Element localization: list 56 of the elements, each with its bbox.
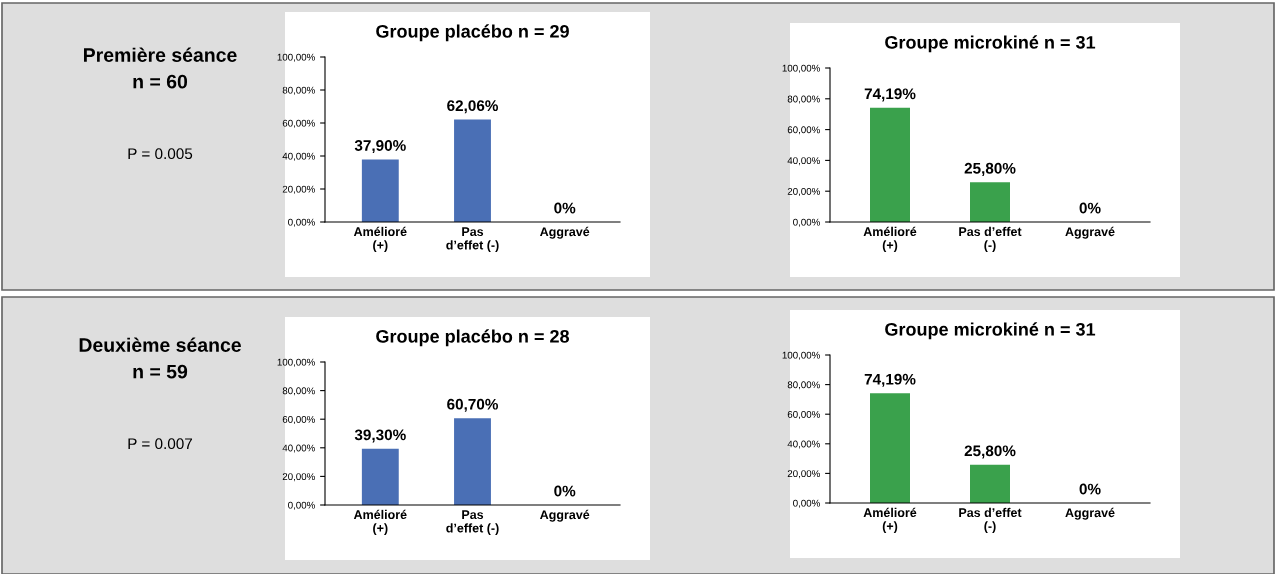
y-tick-label: 40,00% [282,152,315,161]
y-tick-label: 60,00% [787,410,820,419]
y-tick-label: 80,00% [282,86,315,95]
y-tick-label: 20,00% [787,187,820,196]
y-tick-label: 40,00% [282,444,315,453]
y-tick-label: 0,00% [793,218,820,227]
data-label: 60,70% [447,398,499,412]
chart-title: Groupe microkiné n = 31 [885,35,1096,53]
chart-title: Groupe placébo n = 29 [376,24,569,42]
y-tick-label: 20,00% [787,470,820,479]
x-tick-label: Pas d’effet (-) [959,507,1022,533]
x-tick-label: Aggravé [539,226,590,239]
y-tick-label: 100,00% [782,64,820,73]
y-tick-label: 40,00% [787,157,820,166]
x-tick-label: Amélioré (+) [863,226,917,252]
y-tick-label: 20,00% [282,473,315,482]
x-tick-label: Aggravé [539,509,590,522]
data-label: 37,90% [354,140,406,154]
y-tick-label: 80,00% [787,95,820,104]
x-tick-label: Aggravé [1065,507,1115,520]
chart-title: Groupe placébo n = 28 [376,329,570,347]
data-label: 0% [1079,483,1101,495]
y-tick-label: 40,00% [787,440,820,449]
text: P = 0.007 [128,438,193,450]
data-label: 25,80% [964,445,1016,459]
x-tick-label: Pas d’effet (-) [446,227,499,252]
text: P = 0.005 [128,148,193,160]
y-tick-label: 80,00% [787,381,820,390]
text: Deuxième séance n = 59 [79,337,241,379]
y-tick-label: 80,00% [282,387,315,396]
data-label: 74,19% [864,88,916,102]
chart-title: Groupe microkiné n = 31 [885,322,1096,340]
y-tick-label: 60,00% [282,119,315,128]
x-tick-label: Pas d’effet (-) [959,226,1022,252]
x-tick-label: Amélioré (+) [863,507,917,533]
y-tick-label: 20,00% [282,185,315,194]
y-tick-label: 100,00% [277,358,315,367]
y-tick-label: 0,00% [288,501,315,510]
x-tick-label: Pas d’effet (-) [446,510,499,535]
y-tick-label: 0,00% [793,499,820,508]
data-label: 74,19% [864,373,916,387]
y-tick-label: 0,00% [288,218,315,227]
text: Première séance n = 60 [84,47,237,89]
y-tick-label: 100,00% [782,351,820,360]
y-tick-label: 60,00% [282,415,315,424]
y-tick-label: 100,00% [277,53,315,62]
data-label: 62,06% [447,100,499,114]
data-label: 25,80% [964,162,1016,176]
data-label: 0% [1079,202,1101,214]
x-tick-label: Aggravé [1065,226,1115,239]
data-label: 39,30% [354,429,406,443]
data-label: 0% [554,202,576,214]
data-label: 0% [554,485,576,497]
x-tick-label: Amélioré (+) [353,509,407,535]
y-tick-label: 60,00% [787,126,820,135]
x-tick-label: Amélioré (+) [353,226,407,252]
